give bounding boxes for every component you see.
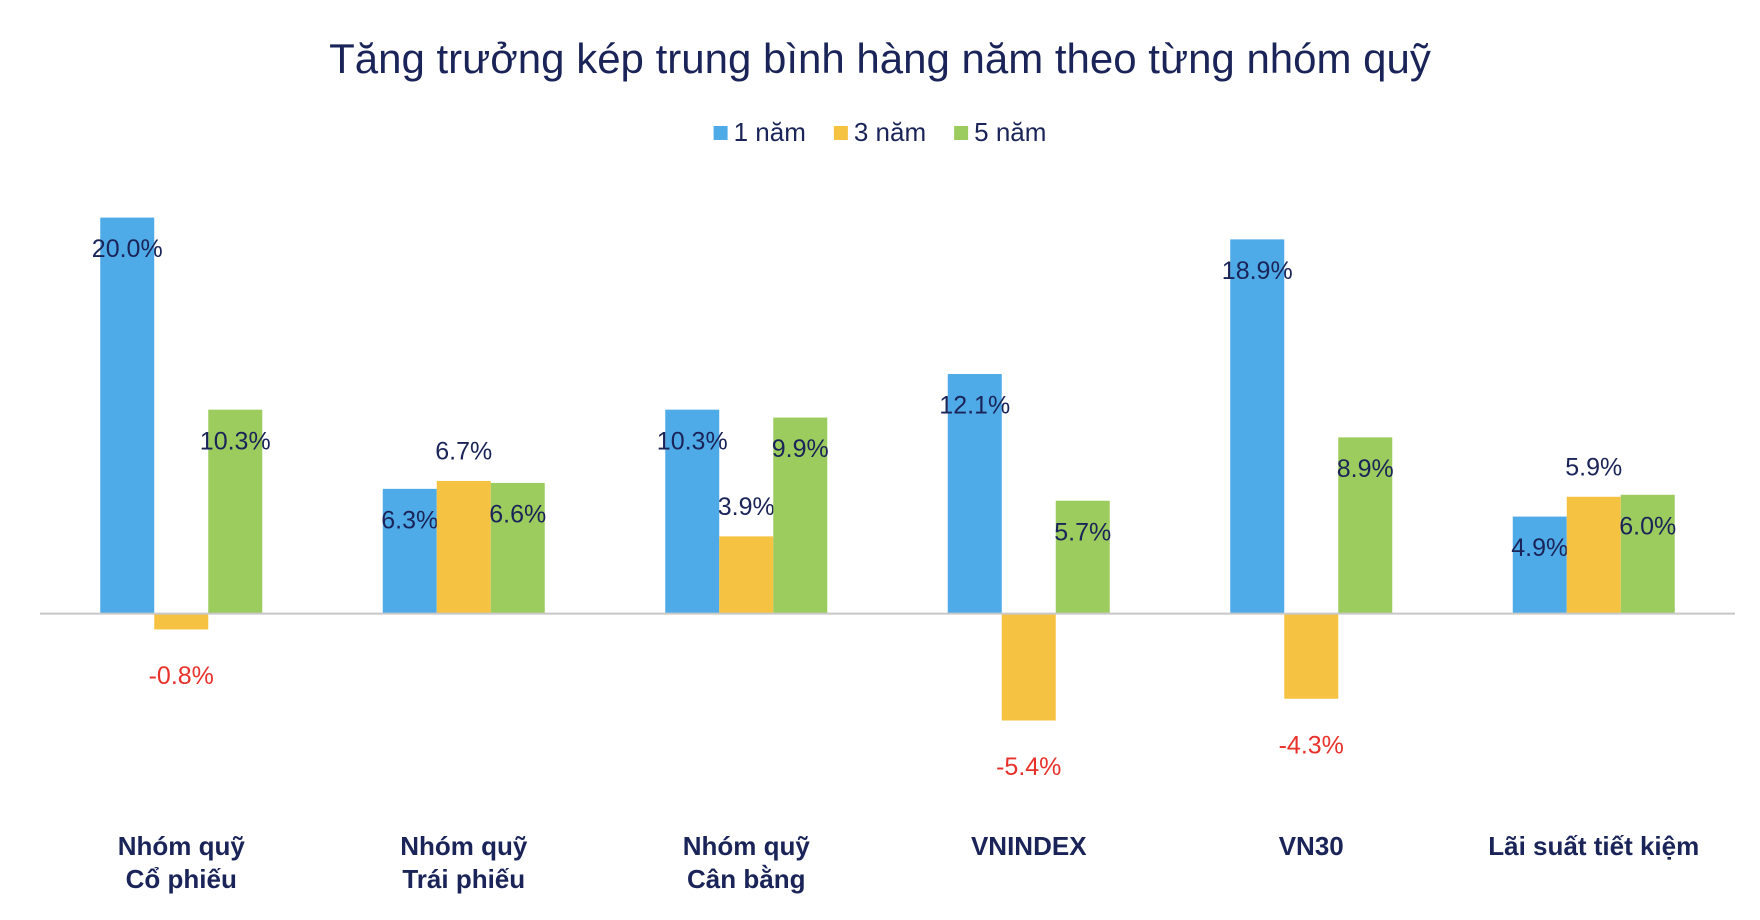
data-label: -0.8%	[149, 662, 214, 690]
data-label: 8.9%	[1337, 455, 1394, 483]
bar	[1338, 437, 1393, 614]
bar	[773, 417, 828, 614]
data-label: 10.3%	[200, 427, 271, 455]
bar	[490, 482, 545, 614]
bar	[1512, 516, 1567, 614]
bar	[719, 536, 774, 614]
legend-label: 1 năm	[734, 117, 806, 147]
legend-label: 3 năm	[854, 117, 926, 147]
legend-swatch	[954, 126, 969, 140]
bar	[154, 613, 209, 630]
bar	[1001, 613, 1056, 721]
legend-label: 5 năm	[974, 117, 1046, 147]
x-tick-label: Nhóm quỹ Cân bằng	[682, 831, 810, 894]
data-label: -4.3%	[1279, 731, 1344, 759]
data-label: 4.9%	[1511, 534, 1568, 562]
bar	[1230, 239, 1285, 614]
bar	[1566, 496, 1621, 614]
data-label: -5.4%	[996, 753, 1061, 781]
x-tick-label: VNINDEX	[970, 831, 1087, 861]
data-label: 20.0%	[92, 235, 163, 263]
legend: 1 năm 3 năm 5 năm	[713, 117, 1046, 147]
legend-swatch	[833, 126, 848, 140]
data-label: 12.1%	[939, 392, 1010, 420]
data-label: 10.3%	[657, 427, 728, 455]
bar	[1620, 494, 1675, 614]
legend-swatch	[713, 126, 728, 140]
bar	[947, 374, 1002, 614]
x-tick-label: Nhóm quỹ Trái phiếu	[400, 831, 528, 894]
data-label: 9.9%	[772, 435, 829, 463]
chart-title: Tăng trưởng kép trung bình hàng năm theo…	[329, 35, 1431, 82]
x-tick-label: Lãi suất tiết kiệm	[1488, 831, 1700, 861]
data-label: 6.6%	[489, 501, 546, 529]
bar	[1284, 613, 1339, 699]
data-label: 6.7%	[435, 438, 492, 466]
bar	[208, 409, 263, 614]
x-tick-label: VN30	[1278, 831, 1344, 861]
data-label: 5.7%	[1054, 518, 1111, 546]
x-tick-label: Nhóm quỹ Cổ phiếu	[117, 831, 245, 894]
bar	[665, 409, 720, 614]
data-label: 5.9%	[1565, 453, 1622, 481]
data-label: 3.9%	[718, 493, 775, 521]
bar	[100, 217, 155, 614]
bar	[382, 488, 437, 614]
data-label: 6.0%	[1619, 512, 1676, 540]
bar	[436, 480, 491, 614]
data-label: 18.9%	[1222, 257, 1293, 285]
data-label: 6.3%	[381, 506, 438, 534]
bar	[1055, 500, 1110, 614]
